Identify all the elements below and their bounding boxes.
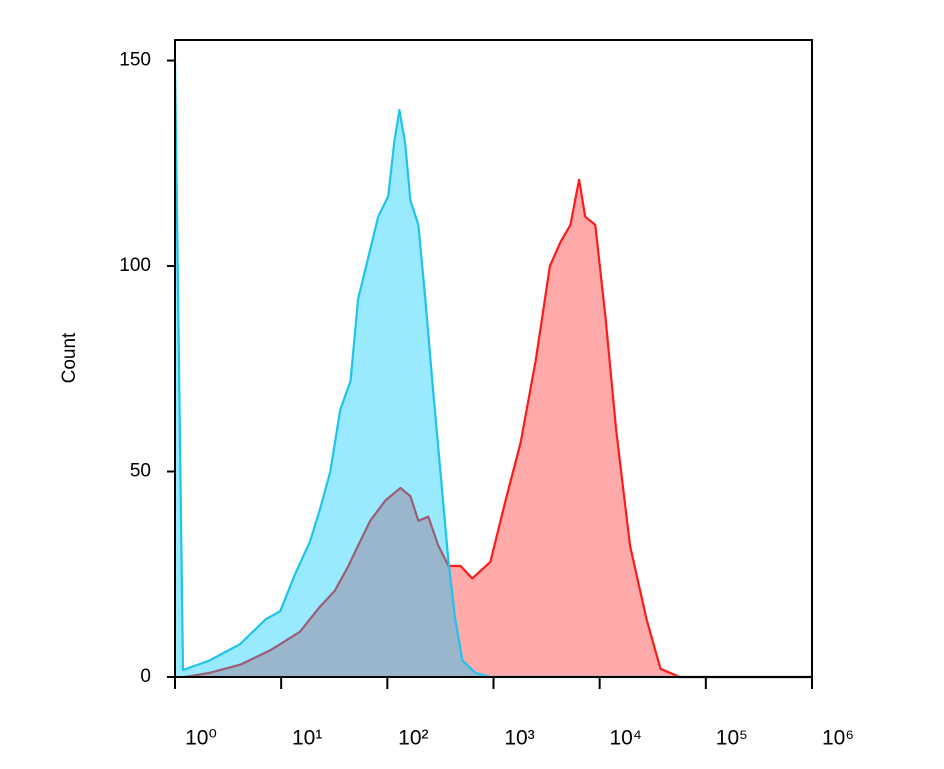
x-tick-label: 10⁵ xyxy=(716,727,748,750)
area-line xyxy=(184,178,812,679)
y-tick-label: 0 xyxy=(140,666,151,687)
x-tick-label: 10⁰ xyxy=(185,727,217,750)
area-fill xyxy=(184,179,812,677)
x-tick-label: 10⁴ xyxy=(609,727,641,750)
y-axis-label: Count xyxy=(59,332,80,383)
area-line xyxy=(173,60,812,679)
x-tick-label: 10⁶ xyxy=(822,727,854,750)
y-tick-label: 150 xyxy=(119,50,151,71)
area-fill xyxy=(175,60,812,677)
x-tick-label: 10¹ xyxy=(292,727,322,750)
y-tick-label: 50 xyxy=(130,461,151,482)
y-tick-label: 100 xyxy=(119,255,151,276)
x-tick-label: 10³ xyxy=(504,727,534,750)
x-tick-label: 10² xyxy=(398,727,428,750)
